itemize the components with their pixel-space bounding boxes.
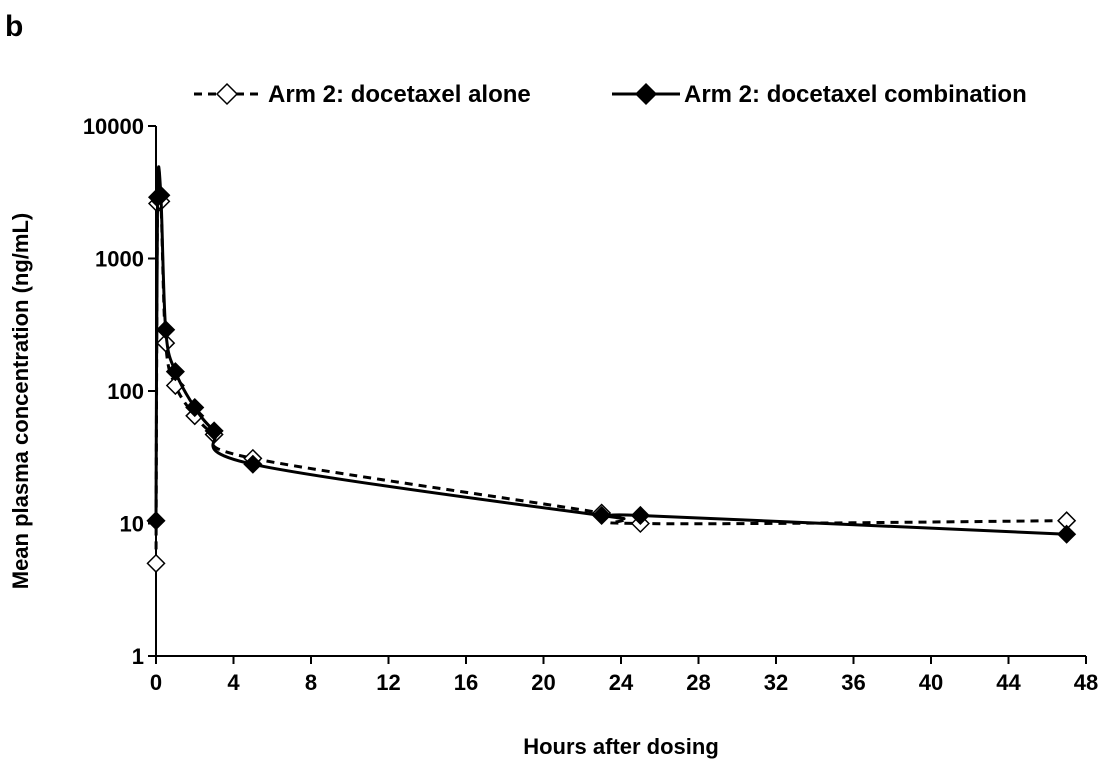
data-point xyxy=(151,185,171,205)
series-layer xyxy=(146,165,1077,573)
series-1 xyxy=(146,168,1077,573)
series-2 xyxy=(146,165,1077,544)
x-tick-label: 40 xyxy=(919,670,943,695)
x-tick-label: 16 xyxy=(454,670,478,695)
data-point xyxy=(592,505,612,526)
x-tick-label: 36 xyxy=(841,670,865,695)
x-ticks: 0 4 8 12 16 20 24 28 32 36 40 44 48 xyxy=(150,656,1098,695)
x-tick-label: 28 xyxy=(686,670,710,695)
data-point xyxy=(1057,524,1077,544)
series-line xyxy=(154,165,1067,536)
x-tick-label: 48 xyxy=(1074,670,1098,695)
panel-label: b xyxy=(5,10,23,43)
y-tick-label: 1000 xyxy=(95,247,144,272)
x-tick-label: 44 xyxy=(996,670,1021,695)
x-tick-label: 0 xyxy=(150,670,162,695)
data-point xyxy=(243,454,263,474)
legend-marker-combination xyxy=(634,82,658,106)
series-line xyxy=(154,168,1067,564)
legend-marker-alone xyxy=(215,82,239,106)
data-point xyxy=(185,397,205,418)
data-point xyxy=(146,553,166,573)
data-point xyxy=(165,362,185,382)
y-tick-label: 10 xyxy=(120,512,144,537)
legend-item-alone: Arm 2: docetaxel alone xyxy=(194,81,531,108)
legend-label-combination: Arm 2: docetaxel combination xyxy=(684,81,1027,108)
x-axis-title: Hours after dosing xyxy=(523,734,719,759)
x-tick-label: 24 xyxy=(609,670,634,695)
x-tick-label: 20 xyxy=(531,670,555,695)
x-tick-label: 32 xyxy=(764,670,788,695)
x-tick-label: 12 xyxy=(376,670,400,695)
y-tick-label: 1 xyxy=(132,644,144,669)
data-point xyxy=(146,511,166,531)
y-ticks: 1 10 100 1000 10000 xyxy=(83,114,156,669)
data-point xyxy=(630,505,650,526)
legend: Arm 2: docetaxel alone Arm 2: docetaxel … xyxy=(194,81,1027,108)
x-tick-label: 8 xyxy=(305,670,317,695)
y-tick-label: 10000 xyxy=(83,114,144,139)
y-axis-title: Mean plasma concentration (ng/mL) xyxy=(8,213,33,590)
x-tick-label: 4 xyxy=(227,670,240,695)
legend-label-alone: Arm 2: docetaxel alone xyxy=(268,81,531,108)
data-point xyxy=(204,421,224,441)
legend-item-combination: Arm 2: docetaxel combination xyxy=(612,81,1027,108)
y-tick-label: 100 xyxy=(107,379,144,404)
data-point xyxy=(156,320,176,340)
